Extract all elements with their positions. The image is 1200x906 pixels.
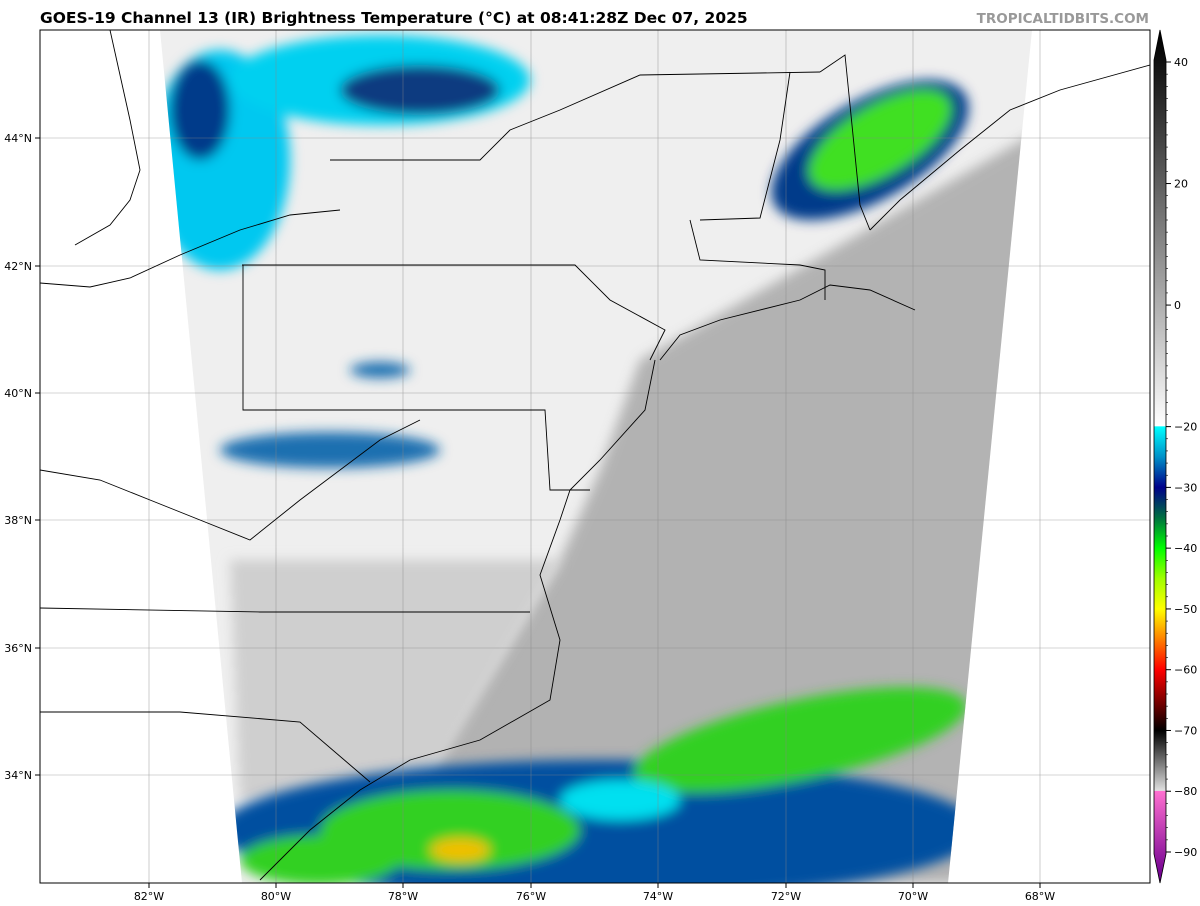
colorbar-label: −80	[1174, 785, 1197, 798]
colorbar-label: −20	[1174, 421, 1197, 434]
latitude-labels: 44°N 42°N 40°N 38°N 36°N 34°N	[4, 132, 40, 782]
brand-watermark: TROPICALTIDBITS.COM	[976, 11, 1149, 27]
lon-label: 74°W	[643, 890, 673, 903]
lon-label: 82°W	[134, 890, 164, 903]
coastlines-borders	[40, 30, 1150, 881]
colorbar-label: −60	[1174, 664, 1197, 677]
longitude-labels: 82°W 80°W 78°W 76°W 74°W 72°W 70°W 68°W	[134, 883, 1055, 903]
lat-label: 36°N	[4, 642, 32, 655]
colorbar-scale	[1153, 29, 1167, 884]
lon-label: 72°W	[771, 890, 801, 903]
lon-label: 76°W	[516, 890, 546, 903]
lon-label: 68°W	[1025, 890, 1055, 903]
colorbar-ticks: 40 20 0 −20 −30 −40 −50 −60 −70 −80 −90	[1166, 56, 1197, 859]
lon-label: 78°W	[388, 890, 418, 903]
satellite-swath	[160, 30, 1032, 883]
colorbar-label: −70	[1174, 724, 1197, 737]
colorbar-label: −90	[1174, 846, 1197, 859]
lat-label: 42°N	[4, 260, 32, 273]
map-area	[40, 30, 1150, 883]
chart-title: GOES-19 Channel 13 (IR) Brightness Tempe…	[40, 9, 748, 27]
colorbar-label: −30	[1174, 481, 1197, 494]
colorbar-label: 20	[1174, 178, 1188, 191]
lat-label: 40°N	[4, 387, 32, 400]
colorbar: 40 20 0 −20 −30 −40 −50 −60 −70 −80 −90	[1153, 29, 1197, 884]
lat-label: 38°N	[4, 514, 32, 527]
lat-label: 44°N	[4, 132, 32, 145]
colorbar-label: −50	[1174, 603, 1197, 616]
colorbar-label: 0	[1174, 299, 1181, 312]
lon-label: 80°W	[261, 890, 291, 903]
map-frame	[39, 29, 1151, 884]
colorbar-label: −40	[1174, 542, 1197, 555]
colorbar-label: 40	[1174, 56, 1188, 69]
lon-label: 70°W	[898, 890, 928, 903]
lat-label: 34°N	[4, 769, 32, 782]
graticule	[40, 30, 1150, 883]
cloud-tops	[160, 35, 980, 883]
